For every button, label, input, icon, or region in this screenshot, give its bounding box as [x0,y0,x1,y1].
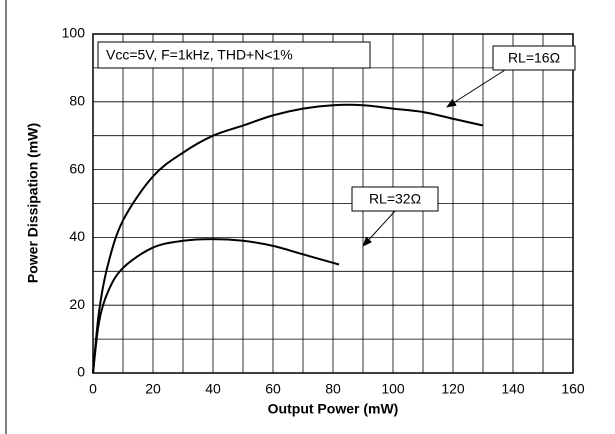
annotation-arrow [446,69,506,108]
y-tick-label: 0 [77,364,85,380]
annotation-box [97,41,371,69]
x-tick-label: 100 [381,381,405,397]
y-tick-label: 40 [69,228,85,244]
legend-label: RL=16Ω [508,50,560,66]
x-tick-label: 80 [325,381,341,397]
x-tick-label: 120 [441,381,465,397]
legend-label: RL=32Ω [369,191,421,207]
x-tick-label: 140 [501,381,525,397]
y-axis-label: Power Dissipation (mW) [25,123,41,283]
y-tick-label: 80 [69,93,85,109]
line-series [92,238,340,374]
y-tick-label: 60 [69,160,85,176]
legend-box [492,45,576,71]
y-tick-label: 100 [62,25,86,41]
x-tick-label: 20 [145,381,161,397]
legend-box [351,186,439,212]
x-tick-label: 40 [205,381,221,397]
x-tick-label: 0 [89,381,97,397]
line-series [92,103,484,374]
annotation-arrow [362,210,396,247]
x-tick-label: 60 [265,381,281,397]
x-axis-label: Output Power (mW) [268,401,399,417]
plot-frame [92,33,574,374]
x-tick-label: 160 [561,381,585,397]
annotation: Vcc=5V, F=1kHz, THD+N<1% [106,47,293,63]
y-tick-label: 20 [69,296,85,312]
